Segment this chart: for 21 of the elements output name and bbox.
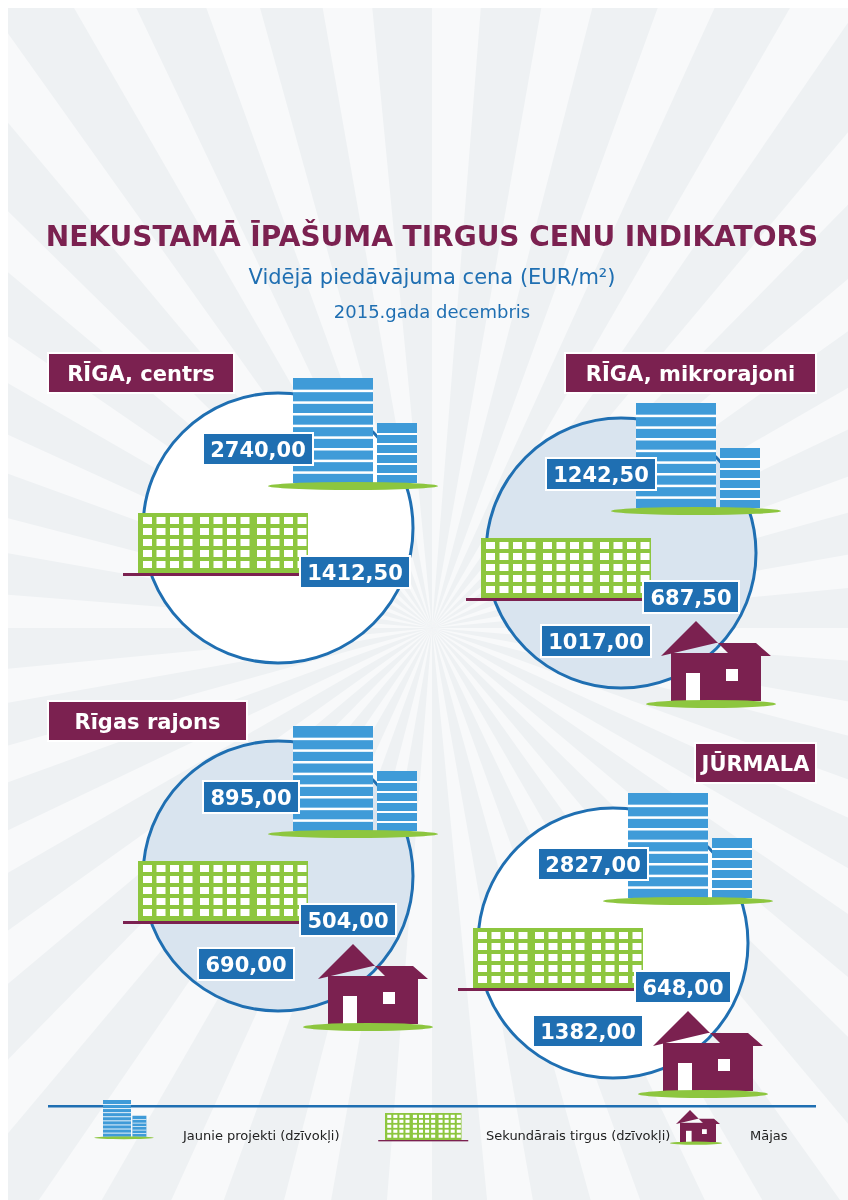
text: Vidējā piedāvājuma cena (EUR/m²) (248, 265, 616, 289)
text: 2015.gada decembris (333, 301, 531, 322)
data-label: 504,00 (307, 909, 389, 933)
data-label: 2740,00 (210, 438, 306, 462)
text: RĪGA, mikrorajoni (585, 361, 796, 386)
text: RĪGA, centrs (67, 361, 215, 386)
data-label: 690,00 (205, 953, 287, 977)
data-label: 1242,50 (553, 463, 649, 487)
text: Rīgas rajons (74, 710, 221, 734)
data-label: 895,00 (210, 786, 292, 810)
category-label: Mājas (750, 1128, 788, 1143)
text: JŪRMALA (699, 751, 811, 776)
data-label: 1382,00 (540, 1020, 636, 1044)
text: NEKUSTAMĀ ĪPAŠUMA TIRGUS CENU INDIKATORS (45, 219, 819, 253)
category-label: Jaunie projekti (dzīvokļi) (182, 1128, 340, 1143)
data-label: 1017,00 (548, 630, 644, 654)
data-label: 687,50 (650, 586, 732, 610)
data-label: 648,00 (642, 976, 724, 1000)
data-label: 2827,00 (545, 853, 641, 877)
category-label: Sekundārais tirgus (dzīvokļi) (486, 1128, 671, 1143)
data-label: 1412,50 (307, 561, 403, 585)
